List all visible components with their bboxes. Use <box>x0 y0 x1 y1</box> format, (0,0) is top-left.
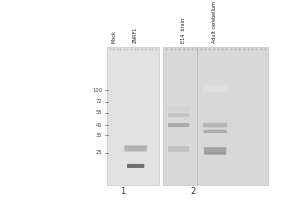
Text: 25: 25 <box>95 150 102 155</box>
FancyBboxPatch shape <box>168 113 189 117</box>
FancyBboxPatch shape <box>203 130 227 133</box>
Text: 55: 55 <box>95 110 102 115</box>
Text: 2: 2 <box>191 187 196 196</box>
FancyBboxPatch shape <box>168 107 190 112</box>
Text: 72: 72 <box>95 99 102 104</box>
Text: Adult cerebellum: Adult cerebellum <box>212 2 217 43</box>
Text: E14  brain: E14 brain <box>181 18 186 43</box>
FancyBboxPatch shape <box>124 145 147 151</box>
Bar <box>107 47 159 185</box>
FancyBboxPatch shape <box>203 85 227 92</box>
Bar <box>164 47 268 185</box>
Text: 41: 41 <box>95 123 102 128</box>
Text: Mock: Mock <box>111 31 116 43</box>
FancyBboxPatch shape <box>204 151 226 155</box>
Text: 100: 100 <box>92 88 102 93</box>
FancyBboxPatch shape <box>203 123 227 127</box>
Text: 35: 35 <box>96 133 102 138</box>
Text: ZNRF1: ZNRF1 <box>133 27 138 43</box>
FancyBboxPatch shape <box>204 147 226 151</box>
FancyBboxPatch shape <box>168 123 189 127</box>
FancyBboxPatch shape <box>127 164 144 168</box>
Text: 1: 1 <box>121 187 126 196</box>
FancyBboxPatch shape <box>168 146 189 152</box>
